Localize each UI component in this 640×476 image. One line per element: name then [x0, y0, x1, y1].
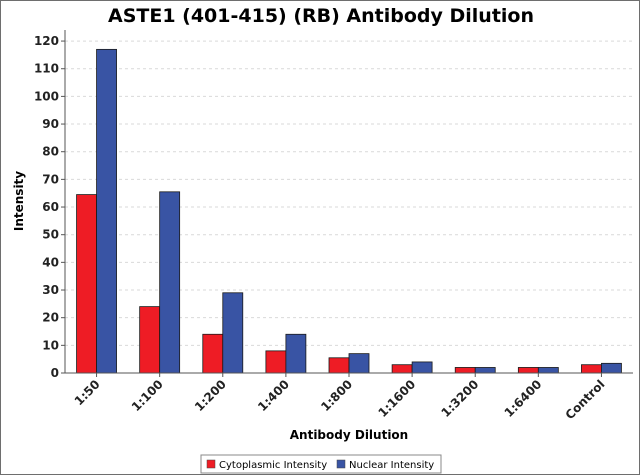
bar-cytoplasmic	[454, 367, 476, 374]
x-tick-label: 1:50	[72, 377, 103, 408]
y-tick-label: 20	[42, 311, 59, 325]
bar-cytoplasmic	[581, 364, 602, 374]
bar-cytoplasmic	[139, 306, 161, 374]
bar-nuclear	[474, 367, 496, 374]
chart-title: ASTE1 (401-415) (RB) Antibody Dilution	[108, 5, 534, 27]
legend: Cytoplasmic Intensity Nuclear Intensity	[200, 454, 442, 474]
bar-nuclear	[601, 362, 622, 374]
y-tick-label: 120	[34, 34, 59, 48]
bar-nuclear	[537, 367, 559, 374]
bar-nuclear	[159, 191, 181, 374]
y-tick-label: 10	[42, 338, 59, 352]
legend-swatch-cytoplasmic	[206, 459, 216, 469]
y-tick-label: 50	[42, 228, 59, 242]
x-tick-label: 1:400	[255, 377, 292, 414]
bar-cytoplasmic	[328, 357, 350, 374]
bar-nuclear	[348, 353, 370, 374]
x-tick-label: 1:800	[318, 377, 355, 414]
y-tick-label: 70	[42, 172, 59, 186]
bar-nuclear	[96, 48, 117, 374]
bar-cytoplasmic	[265, 350, 287, 374]
y-tick-label: 40	[42, 255, 59, 269]
legend-label-cytoplasmic: Cytoplasmic Intensity	[219, 460, 327, 471]
x-tick-label: 1:200	[192, 377, 229, 414]
bar-cytoplasmic	[517, 367, 539, 374]
legend-label-nuclear: Nuclear Intensity	[349, 460, 434, 471]
y-axis: 0 10 20 30 40 50 60 70 80 90 100 110 120	[34, 30, 66, 380]
y-tick-label: 110	[34, 62, 59, 76]
x-tick-label: 1:3200	[439, 377, 482, 420]
x-tick-label: Control	[563, 377, 608, 422]
y-tick-label: 60	[42, 200, 59, 214]
y-tick-label: 100	[34, 89, 59, 103]
x-tick-label: 1:100	[129, 377, 166, 414]
y-tick-label: 30	[42, 283, 59, 297]
legend-swatch-nuclear	[336, 459, 346, 469]
bar-cytoplasmic	[76, 194, 97, 374]
x-axis: 1:50 1:100 1:200 1:400 1:800 1:1600 1:3200 1:64…	[65, 372, 633, 422]
x-tick-label: 1:1600	[375, 377, 418, 420]
x-axis-label: Antibody Dilution	[290, 428, 408, 442]
y-tick-label: 0	[51, 366, 59, 380]
bar-nuclear	[222, 292, 244, 374]
gridlines	[65, 40, 633, 346]
y-axis-label: Intensity	[12, 171, 26, 231]
x-tick-label: 1:6400	[502, 377, 545, 420]
bar-cytoplasmic	[202, 333, 224, 374]
y-tick-label: 90	[42, 117, 59, 131]
bar-cytoplasmic	[391, 364, 413, 374]
y-tick-label: 80	[42, 145, 59, 159]
bar-nuclear	[285, 333, 307, 374]
bars	[76, 48, 622, 374]
legend-box	[200, 454, 442, 474]
bar-nuclear	[411, 361, 433, 374]
